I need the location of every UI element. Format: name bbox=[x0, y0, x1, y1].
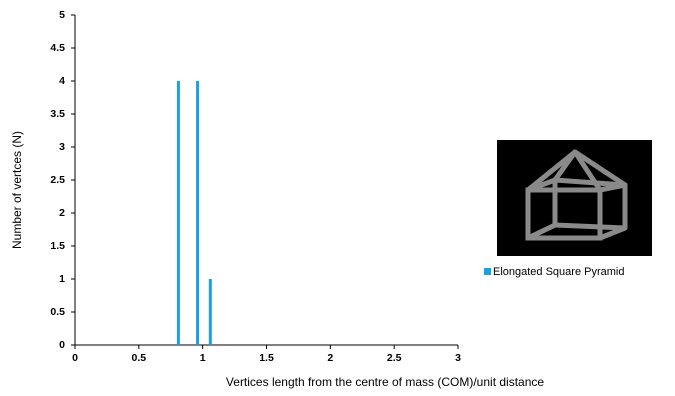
y-tick-label: 1 bbox=[59, 273, 65, 285]
y-tick-label: 0 bbox=[59, 339, 65, 351]
y-tick-label: 4 bbox=[59, 75, 65, 87]
bar bbox=[177, 81, 180, 345]
legend-label: Elongated Square Pyramid bbox=[493, 266, 624, 278]
y-tick-label: 2.5 bbox=[50, 174, 65, 186]
y-tick-label: 4.5 bbox=[50, 42, 65, 54]
x-tick-label: 1 bbox=[200, 352, 206, 364]
x-tick-label: 2.5 bbox=[387, 352, 402, 364]
y-tick-label: 3 bbox=[59, 141, 65, 153]
structure-image bbox=[497, 140, 652, 256]
y-tick-label: 5 bbox=[59, 9, 65, 21]
bar bbox=[196, 81, 199, 345]
x-tick-label: 1.5 bbox=[259, 352, 274, 364]
x-tick-label: 3 bbox=[455, 352, 461, 364]
x-tick-label: 0.5 bbox=[132, 352, 147, 364]
y-axis-title: Number of vertces (N) bbox=[10, 131, 24, 249]
legend-swatch bbox=[484, 268, 491, 275]
y-tick-label: 2 bbox=[59, 207, 65, 219]
x-tick-label: 2 bbox=[327, 352, 333, 364]
x-tick-label: 0 bbox=[72, 352, 78, 364]
y-tick-label: 3.5 bbox=[50, 108, 65, 120]
chart: Vertices length from the centre of mass … bbox=[0, 0, 675, 396]
x-axis-title: Vertices length from the centre of mass … bbox=[226, 375, 544, 389]
bar bbox=[209, 279, 212, 345]
y-tick-label: 0.5 bbox=[50, 306, 65, 318]
y-tick-label: 1.5 bbox=[50, 240, 65, 252]
